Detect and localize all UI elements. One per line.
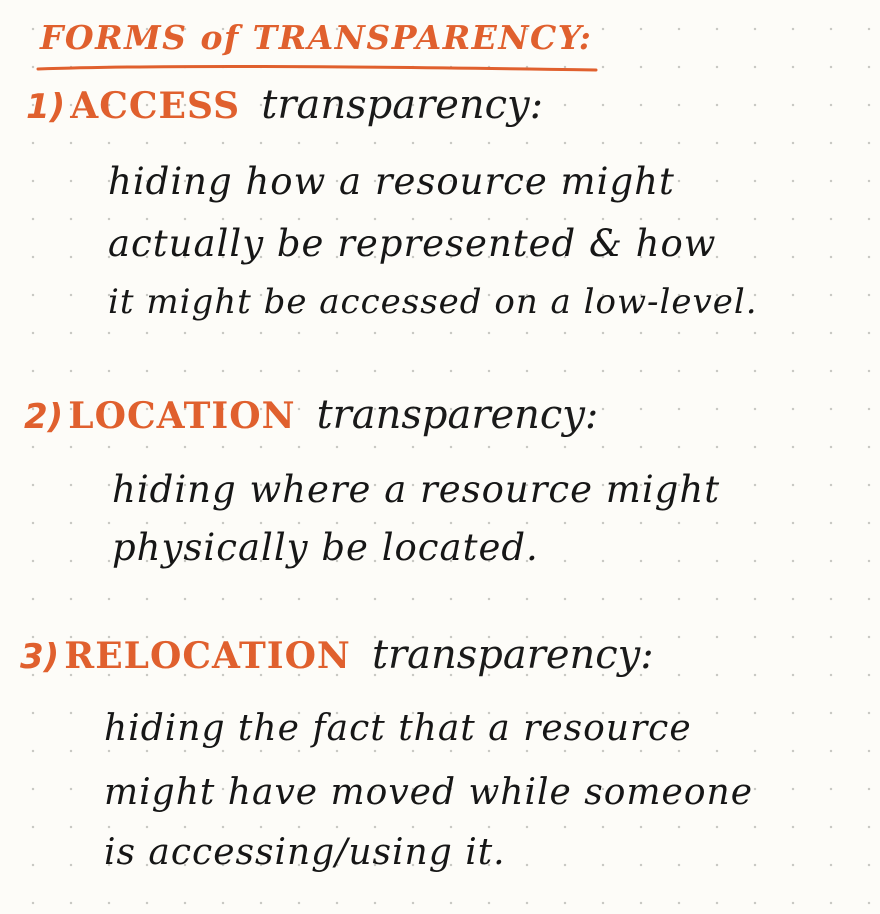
section-keyword: ACCESS <box>70 85 241 127</box>
section-number: 2) <box>24 397 64 437</box>
section-text-line: is accessing/using it. <box>104 832 506 873</box>
section-text-line: might have moved while someone <box>104 772 753 813</box>
title-underline <box>36 64 598 72</box>
section-term: transparency: <box>316 392 599 438</box>
section-text-line: hiding the fact that a resource <box>104 708 692 749</box>
section-text-line: hiding how a resource might <box>108 160 675 203</box>
section-heading-relocation: 3) RELOCATION transparency: <box>20 632 654 678</box>
page-title: FORMS of TRANSPARENCY: <box>40 18 593 57</box>
section-text-line: actually be represented & how <box>108 222 717 265</box>
section-text-line: physically be located. <box>112 526 539 569</box>
section-number: 3) <box>20 637 60 677</box>
section-number: 1) <box>26 87 66 127</box>
section-term: transparency: <box>371 632 654 678</box>
section-heading-access: 1) ACCESS transparency: <box>26 82 543 128</box>
section-keyword: RELOCATION <box>64 635 351 677</box>
section-heading-location: 2) LOCATION transparency: <box>24 392 598 438</box>
section-keyword: LOCATION <box>68 395 296 437</box>
section-term: transparency: <box>261 82 544 128</box>
section-text-line: it might be accessed on a low-level. <box>108 282 758 322</box>
section-text-line: hiding where a resource might <box>112 468 721 511</box>
